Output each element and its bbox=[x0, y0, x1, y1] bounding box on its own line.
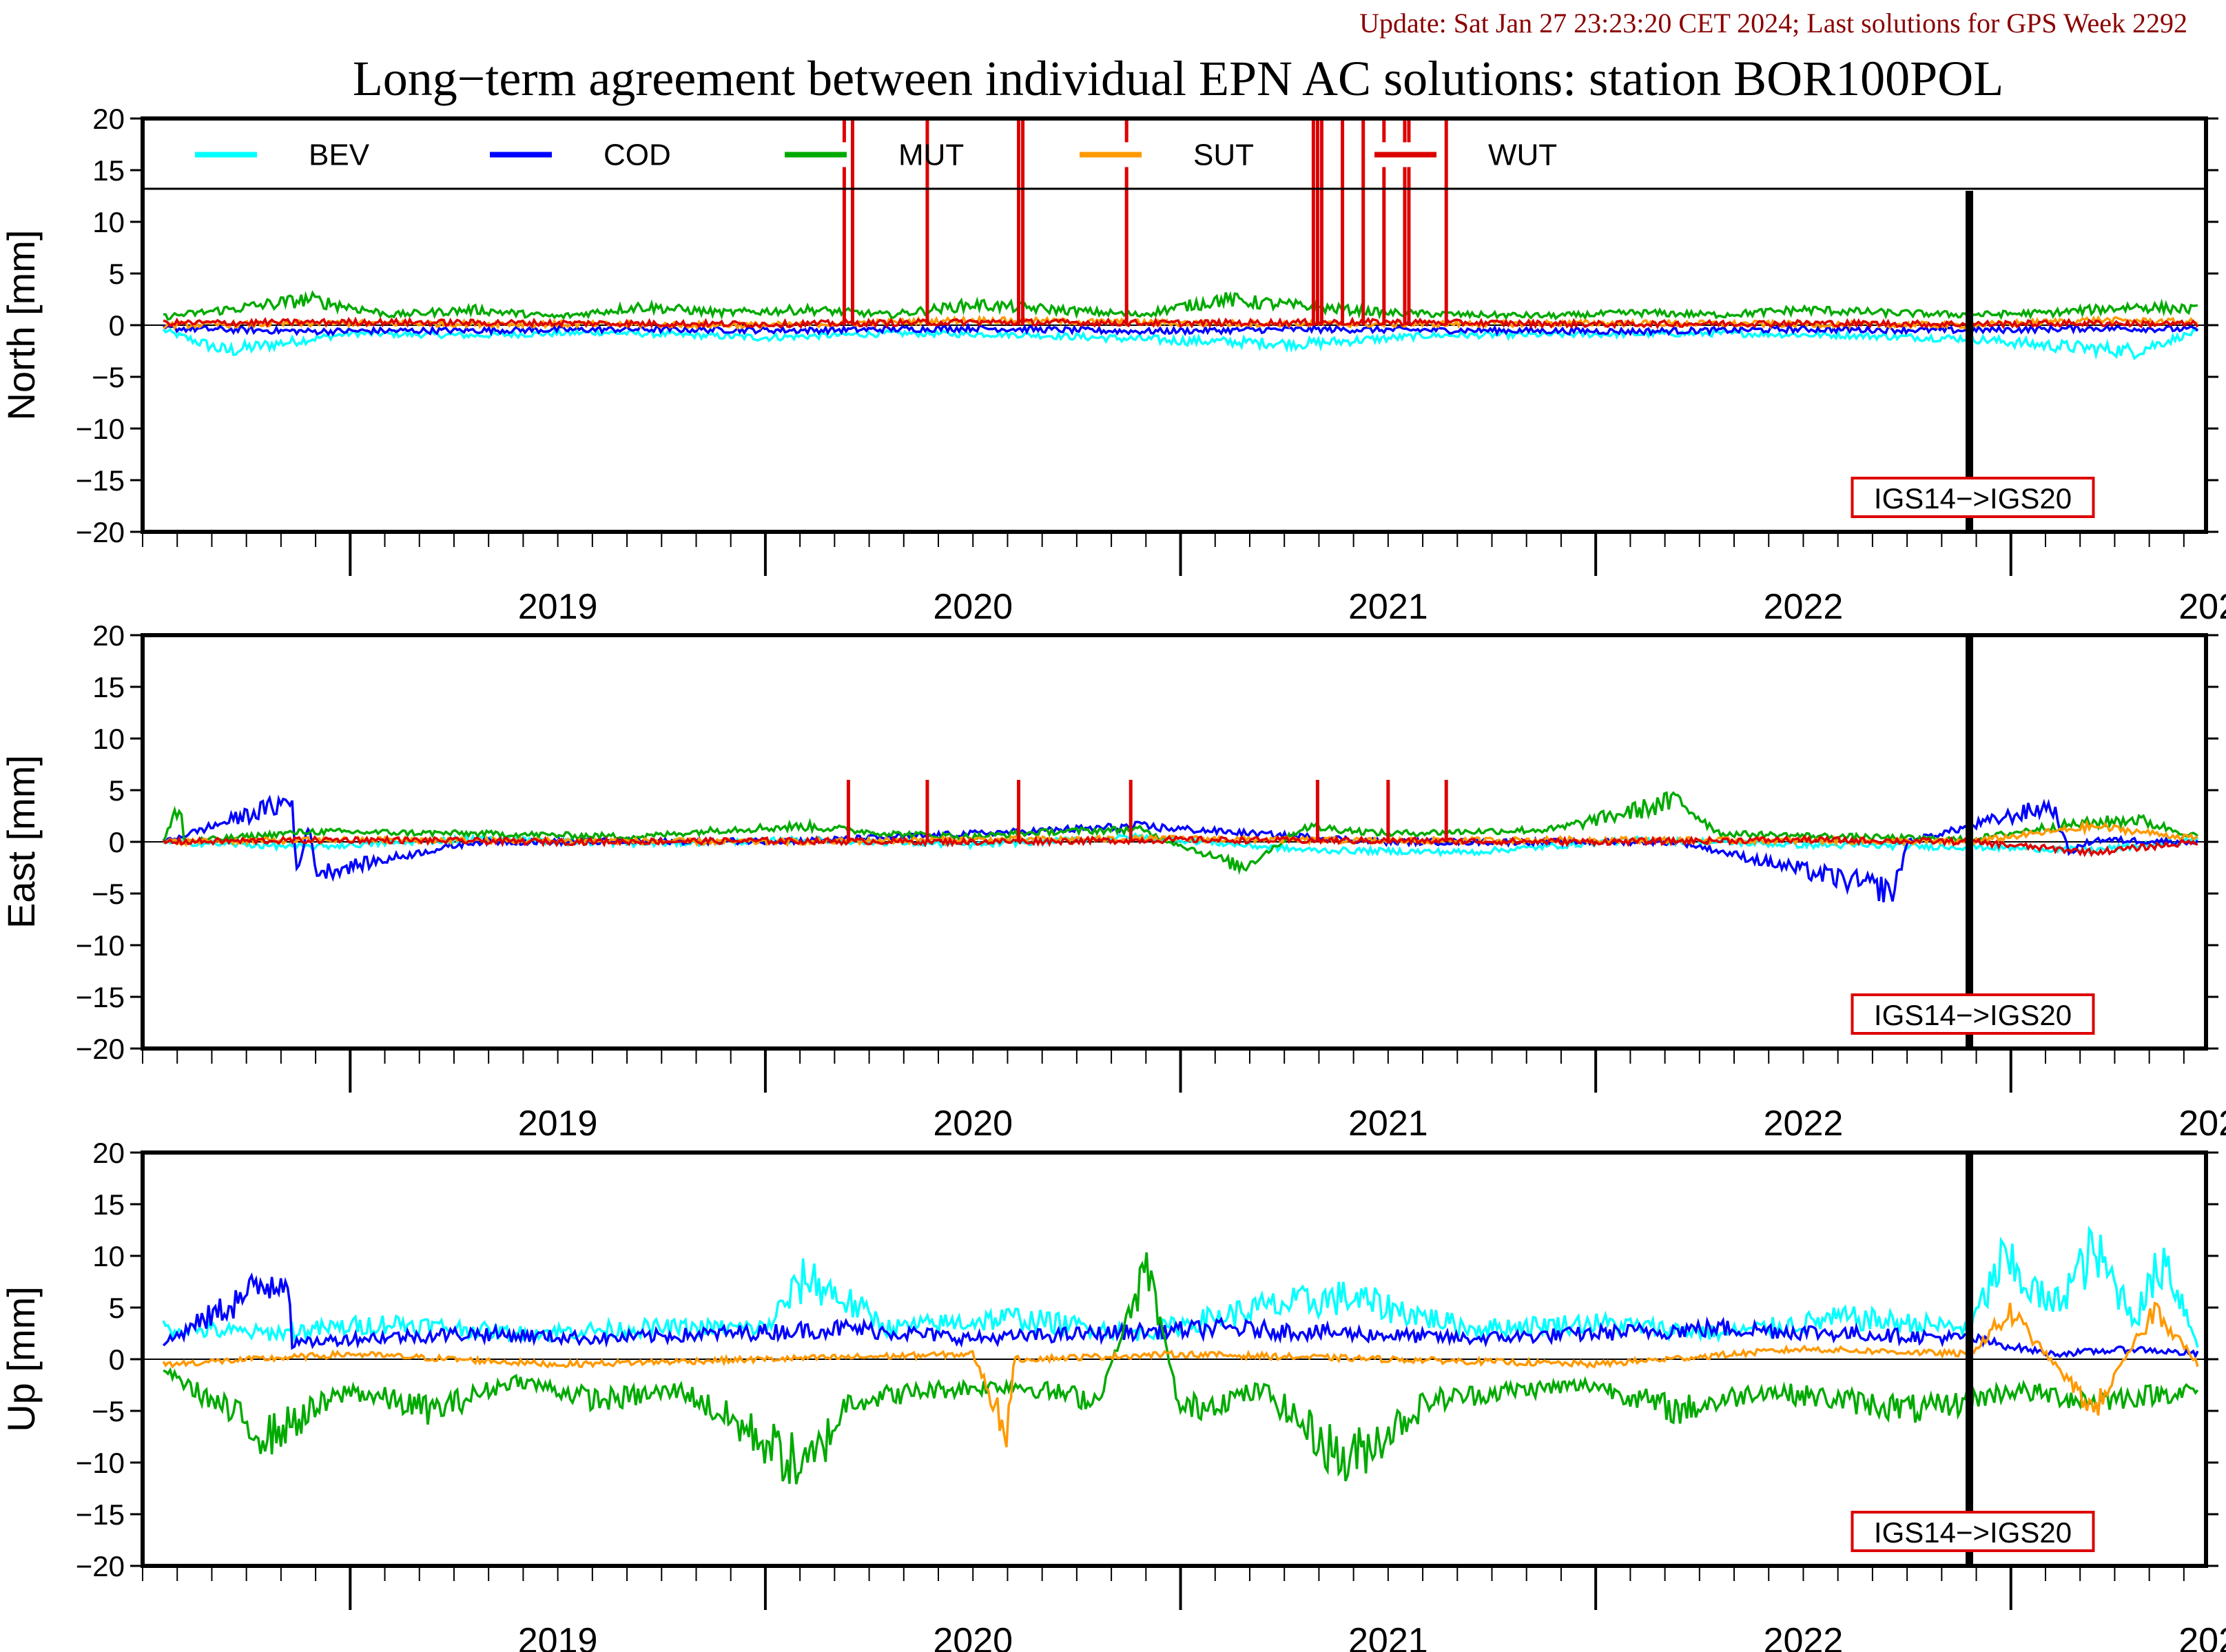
y-tick-label: −15 bbox=[76, 1498, 125, 1531]
x-tick-label: 2019 bbox=[518, 1621, 598, 1652]
series-group bbox=[162, 1225, 2199, 1485]
y-tick-label: −20 bbox=[76, 516, 125, 548]
annotation-box bbox=[1851, 477, 2095, 518]
y-tick-label: 10 bbox=[92, 723, 125, 755]
series-line-bev bbox=[162, 1225, 2199, 1348]
x-tick-label: 2023 bbox=[2178, 587, 2226, 627]
y-tick-label: −5 bbox=[92, 878, 125, 910]
y-tick-label: −10 bbox=[76, 929, 125, 962]
series-line-wut bbox=[162, 834, 2198, 858]
x-tick-label: 2020 bbox=[933, 1621, 1013, 1652]
x-tick-label: 2022 bbox=[1764, 1621, 1844, 1652]
y-axis-label: North [mm] bbox=[0, 230, 43, 421]
legend-label-cod: COD bbox=[604, 138, 671, 172]
y-tick-label: 5 bbox=[109, 258, 125, 290]
series-line-bev bbox=[162, 327, 2199, 360]
series-line-sut bbox=[162, 1301, 2199, 1448]
y-tick-label: 15 bbox=[92, 671, 125, 703]
series-group bbox=[162, 118, 2199, 360]
series-line-cod bbox=[162, 1272, 2199, 1359]
legend-label-mut: MUT bbox=[898, 138, 964, 172]
y-tick-label: −10 bbox=[76, 1447, 125, 1479]
y-tick-label: 0 bbox=[109, 826, 125, 858]
annotation-label: IGS14−>IGS20 bbox=[1874, 482, 2072, 515]
annotation-box bbox=[1851, 993, 2095, 1035]
y-tick-label: 0 bbox=[109, 1343, 125, 1376]
x-tick-label: 2019 bbox=[518, 587, 598, 627]
x-tick-label: 2022 bbox=[1764, 587, 1844, 627]
panel-up: −20 −15 −10 −5 0 5 10 15 20 Up [mm] 2019 2020 2021 20… bbox=[0, 1137, 2226, 1652]
legend-label-sut: SUT bbox=[1193, 138, 1254, 172]
panel-east: −20 −15 −10 −5 0 5 10 15 20 East [mm] 2019 2020 2021… bbox=[0, 619, 2226, 1144]
legend-label-bev: BEV bbox=[309, 138, 370, 172]
series-line-wut bbox=[163, 316, 2199, 330]
y-tick-label: 20 bbox=[92, 619, 125, 652]
annotation-label: IGS14−>IGS20 bbox=[1874, 999, 2072, 1031]
x-tick-label: 2022 bbox=[1764, 1104, 1844, 1144]
annotation-label: IGS14−>IGS20 bbox=[1874, 1516, 2072, 1549]
y-tick-label: −5 bbox=[92, 1395, 125, 1427]
x-tick-label: 2020 bbox=[933, 587, 1013, 627]
series-line-cod bbox=[162, 322, 2199, 337]
y-tick-label: 15 bbox=[92, 154, 125, 187]
y-tick-label: 10 bbox=[92, 1240, 125, 1272]
series-line-mut bbox=[163, 290, 2198, 321]
y-axis-label: Up [mm] bbox=[0, 1286, 43, 1432]
legend-label-wut: WUT bbox=[1488, 138, 1557, 172]
x-tick-label: 2023 bbox=[2178, 1104, 2226, 1144]
annotation-box bbox=[1851, 1511, 2095, 1552]
panel-north: −20 −15 −10 −5 0 5 10 15 20 North [mm] 2019 2020 202… bbox=[0, 103, 2226, 627]
y-tick-label: −20 bbox=[76, 1550, 125, 1582]
y-tick-label: 5 bbox=[109, 1292, 125, 1324]
x-tick-label: 2021 bbox=[1348, 587, 1428, 627]
y-tick-label: −15 bbox=[76, 981, 125, 1013]
y-axis-label: East [mm] bbox=[0, 755, 43, 929]
y-tick-label: 10 bbox=[92, 206, 125, 238]
x-tick-label: 2021 bbox=[1348, 1621, 1428, 1652]
x-tick-label: 2019 bbox=[518, 1104, 598, 1144]
series-line-mut bbox=[162, 791, 2199, 876]
y-tick-label: 5 bbox=[109, 774, 125, 807]
chart-title: Long−term agreement between individual E… bbox=[353, 51, 2003, 106]
legend: BEV COD MUT SUT WUT bbox=[194, 138, 1557, 172]
update-text: Update: Sat Jan 27 23:23:20 CET 2024; La… bbox=[1359, 8, 2187, 39]
x-tick-label: 2020 bbox=[933, 1104, 1013, 1144]
y-tick-label: 20 bbox=[92, 103, 125, 135]
y-tick-label: 0 bbox=[109, 309, 125, 342]
series-line-mut bbox=[163, 1252, 2199, 1485]
y-tick-label: −15 bbox=[76, 464, 125, 497]
y-tick-label: −5 bbox=[92, 361, 125, 393]
x-tick-label: 2023 bbox=[2178, 1621, 2226, 1652]
series-group bbox=[162, 780, 2199, 902]
y-tick-label: 20 bbox=[92, 1137, 125, 1169]
y-tick-label: −20 bbox=[76, 1033, 125, 1065]
y-tick-label: −10 bbox=[76, 413, 125, 445]
x-tick-label: 2021 bbox=[1348, 1104, 1428, 1144]
y-tick-label: 15 bbox=[92, 1188, 125, 1221]
